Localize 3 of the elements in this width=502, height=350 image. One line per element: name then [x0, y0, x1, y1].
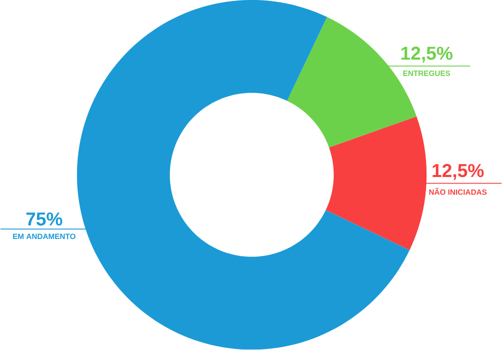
- data-label: 12,5%: [401, 46, 452, 63]
- data-label: 12,5%: [432, 164, 484, 180]
- data-label: 75%: [26, 212, 62, 226]
